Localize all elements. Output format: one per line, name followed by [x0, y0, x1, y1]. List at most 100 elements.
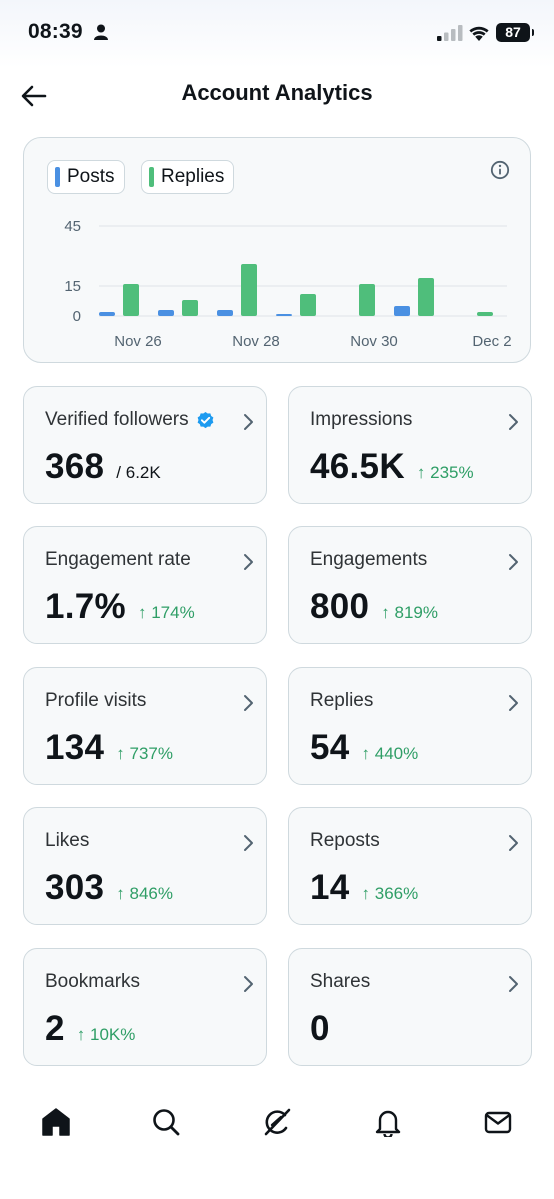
stat-tile-label: Bookmarks — [45, 971, 140, 993]
nav-notifications[interactable] — [368, 1102, 408, 1142]
stat-tile-replies[interactable]: Replies 54 ↑ 440% — [288, 667, 532, 785]
stat-tile-label: Shares — [310, 971, 370, 993]
info-icon[interactable] — [490, 160, 510, 180]
legend-posts-label: Posts — [67, 166, 115, 187]
stat-tile-value-row: 46.5K ↑ 235% — [310, 447, 474, 487]
stat-tile-value-row: 368 / 6.2K — [45, 447, 161, 487]
legend-replies-label: Replies — [161, 166, 225, 187]
stat-tile-value: 14 — [310, 868, 350, 907]
stat-tile-label-text: Engagements — [310, 549, 428, 570]
stat-tile-label-text: Replies — [310, 690, 374, 711]
page-title: Account Analytics — [181, 80, 373, 105]
nav-messages[interactable] — [478, 1102, 518, 1142]
back-button[interactable] — [16, 78, 52, 114]
chevron-right-icon — [244, 554, 253, 570]
bar-replies — [123, 284, 139, 316]
stat-tile-label: Engagement rate — [45, 549, 191, 571]
arrow-left-icon — [21, 85, 47, 107]
stat-tile-label-text: Reposts — [310, 830, 380, 851]
stat-tile-value: 46.5K — [310, 447, 405, 486]
legend-replies-chip[interactable]: Replies — [141, 160, 235, 194]
chevron-right-icon — [244, 976, 253, 992]
header: Account Analytics — [0, 68, 554, 124]
y-tick-label: 45 — [64, 218, 81, 235]
stat-tile-value: 134 — [45, 728, 105, 767]
stat-tile-value: 368 — [45, 447, 105, 486]
analytics-bar-chart: 0 15 45 Nov 26 Nov 28 Nov 30 Dec 2 — [64, 218, 511, 350]
stat-tile-value-row: 134 ↑ 737% — [45, 728, 173, 768]
stat-tile-engagements[interactable]: Engagements 800 ↑ 819% — [288, 526, 532, 644]
stat-tile-change: ↑ 10K% — [76, 1025, 136, 1044]
stat-tile-label: Profile visits — [45, 690, 146, 712]
bar-replies — [418, 278, 434, 316]
stat-tile-change: ↑ 366% — [361, 884, 419, 903]
nav-grok[interactable] — [257, 1102, 297, 1142]
chevron-right-icon — [509, 976, 518, 992]
bottom-nav — [0, 1086, 554, 1156]
grok-icon — [264, 1108, 291, 1136]
stat-tile-change: ↑ 440% — [361, 744, 419, 763]
chevron-right-icon — [509, 695, 518, 711]
stat-tile-likes[interactable]: Likes 303 ↑ 846% — [23, 807, 267, 925]
stat-tile-label-text: Profile visits — [45, 690, 147, 711]
bar-posts — [99, 312, 115, 316]
wifi-icon — [469, 26, 489, 41]
bar-posts — [394, 306, 410, 316]
stat-tile-label-text: Bookmarks — [45, 971, 141, 992]
stat-tile-engagement-rate[interactable]: Engagement rate 1.7% ↑ 174% — [23, 526, 267, 644]
bell-icon — [375, 1110, 401, 1137]
stat-tile-value: 1.7% — [45, 587, 126, 626]
x-tick-label: Nov 28 — [232, 333, 280, 350]
stat-tile-label-text: Verified followers — [45, 409, 189, 430]
legend-posts-swatch — [55, 167, 60, 187]
stat-tile-value-row: 0 — [310, 1009, 330, 1049]
bar-replies — [359, 284, 375, 316]
home-icon — [42, 1108, 70, 1136]
legend-replies-swatch — [149, 167, 154, 187]
stat-tile-shares[interactable]: Shares 0 — [288, 948, 532, 1066]
stat-tile-change: ↑ 235% — [416, 463, 474, 482]
stat-tile-label-text: Impressions — [310, 409, 413, 430]
stat-tile-value-row: 1.7% ↑ 174% — [45, 587, 195, 627]
verified-badge-icon — [197, 411, 214, 428]
signal-icon — [437, 25, 463, 41]
stat-tile-value-row: 54 ↑ 440% — [310, 728, 418, 768]
nav-home[interactable] — [36, 1102, 76, 1142]
stat-tile-impressions[interactable]: Impressions 46.5K ↑ 235% — [288, 386, 532, 504]
bar-posts — [158, 310, 174, 316]
stat-tile-verified-followers[interactable]: Verified followers 368 / 6.2K — [23, 386, 267, 504]
stat-tile-change: ↑ 819% — [381, 603, 438, 622]
stat-tile-value-row: 14 ↑ 366% — [310, 868, 418, 908]
x-tick-label: Nov 26 — [114, 333, 162, 350]
x-tick-label: Dec 2 — [472, 333, 511, 350]
stat-tile-label: Likes — [45, 830, 89, 852]
bar-posts — [276, 314, 292, 316]
stat-tile-bookmarks[interactable]: Bookmarks 2 ↑ 10K% — [23, 948, 267, 1066]
status-bar: 08:39 87 — [0, 0, 554, 68]
stat-tile-change: ↑ 174% — [137, 603, 195, 622]
chevron-right-icon — [244, 695, 253, 711]
stat-tile-reposts[interactable]: Reposts 14 ↑ 366% — [288, 807, 532, 925]
stat-tile-label-text: Engagement rate — [45, 549, 191, 570]
mail-icon — [484, 1111, 512, 1134]
legend-posts-chip[interactable]: Posts — [47, 160, 125, 194]
stat-tile-label: Engagements — [310, 549, 427, 571]
stat-tile-total: / 6.2K — [116, 463, 161, 482]
status-time: 08:39 — [28, 20, 83, 43]
search-icon — [153, 1109, 180, 1136]
chevron-right-icon — [244, 414, 253, 430]
stat-tile-value: 2 — [45, 1009, 65, 1048]
y-tick-label: 15 — [64, 278, 81, 295]
stat-tile-change: ↑ 737% — [116, 744, 173, 763]
stat-tile-label-text: Shares — [310, 971, 371, 992]
battery-indicator: 87 — [496, 23, 534, 42]
y-tick-label: 0 — [73, 308, 81, 325]
nav-search[interactable] — [146, 1102, 186, 1142]
stat-tile-label: Verified followers — [45, 409, 215, 431]
stat-tile-value-row: 303 ↑ 846% — [45, 868, 173, 908]
stat-tile-value-row: 2 ↑ 10K% — [45, 1009, 135, 1049]
stat-tile-profile-visits[interactable]: Profile visits 134 ↑ 737% — [23, 667, 267, 785]
bar-replies — [182, 300, 198, 316]
bar-replies — [241, 264, 257, 316]
chart-card: Posts Replies 0 15 45 Nov 26 Nov 28 Nov 30 Dec… — [23, 137, 531, 363]
